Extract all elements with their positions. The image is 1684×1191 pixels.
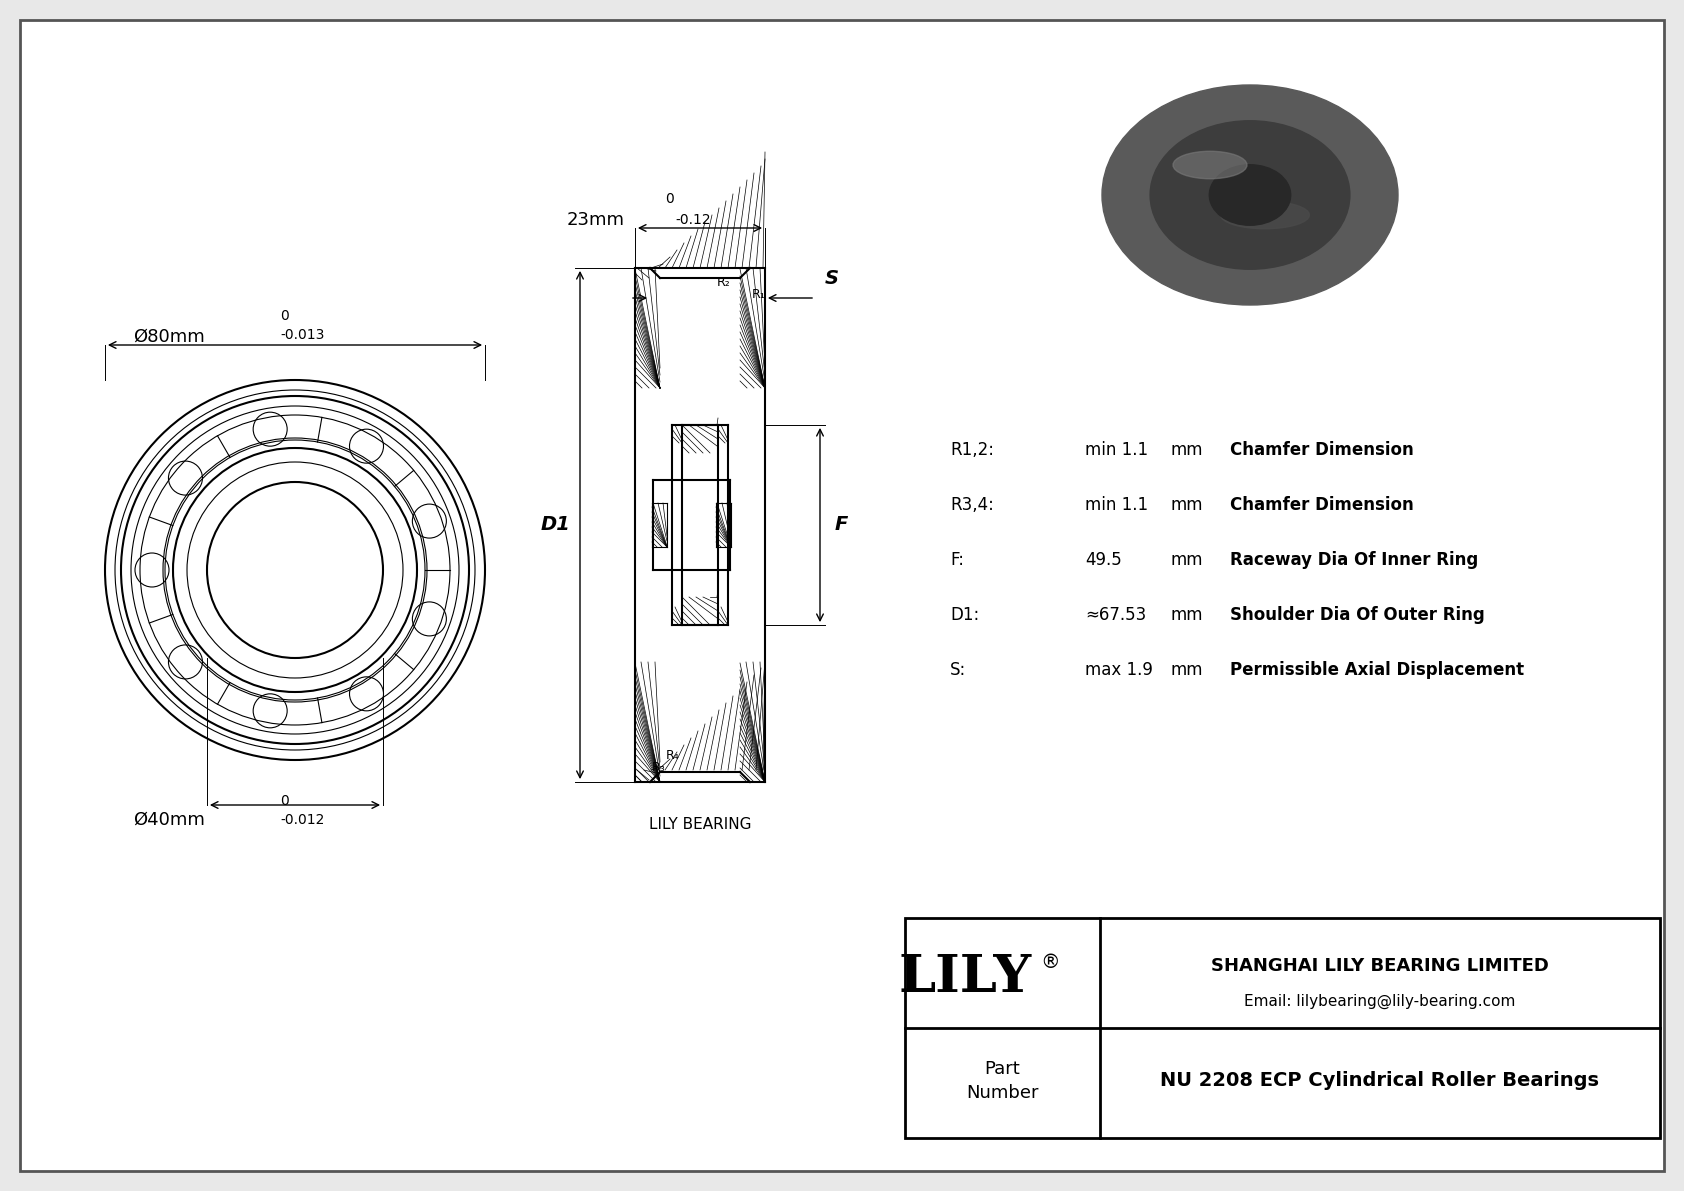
Text: 0: 0: [280, 794, 288, 807]
Ellipse shape: [1174, 151, 1246, 179]
Text: mm: mm: [1170, 606, 1202, 624]
Ellipse shape: [1150, 120, 1351, 269]
Text: 0: 0: [665, 192, 674, 206]
Text: 49.5: 49.5: [1084, 551, 1122, 569]
Text: mm: mm: [1170, 441, 1202, 459]
Text: 0: 0: [280, 308, 288, 323]
Ellipse shape: [1101, 85, 1398, 305]
Ellipse shape: [1209, 164, 1290, 225]
Text: -0.12: -0.12: [675, 213, 711, 227]
Text: max 1.9: max 1.9: [1084, 661, 1154, 679]
Text: ®: ®: [1041, 953, 1059, 972]
Text: min 1.1: min 1.1: [1084, 495, 1148, 515]
Text: Chamfer Dimension: Chamfer Dimension: [1229, 441, 1415, 459]
Text: R₃: R₃: [652, 761, 665, 774]
Text: Ø80mm: Ø80mm: [133, 328, 205, 347]
Text: Raceway Dia Of Inner Ring: Raceway Dia Of Inner Ring: [1229, 551, 1479, 569]
Text: Chamfer Dimension: Chamfer Dimension: [1229, 495, 1415, 515]
Text: mm: mm: [1170, 495, 1202, 515]
Text: Shoulder Dia Of Outer Ring: Shoulder Dia Of Outer Ring: [1229, 606, 1485, 624]
Text: LILY: LILY: [899, 952, 1032, 1003]
Text: ≈67.53: ≈67.53: [1084, 606, 1147, 624]
Text: F: F: [835, 516, 849, 535]
Text: 23mm: 23mm: [568, 211, 625, 229]
Text: R3,4:: R3,4:: [950, 495, 994, 515]
Text: Part
Number: Part Number: [965, 1060, 1039, 1102]
Text: F:: F:: [950, 551, 963, 569]
Text: R₂: R₂: [716, 276, 729, 289]
Text: R₄: R₄: [665, 749, 680, 762]
Text: NU 2208 ECP Cylindrical Roller Bearings: NU 2208 ECP Cylindrical Roller Bearings: [1160, 1071, 1600, 1090]
Text: S:: S:: [950, 661, 967, 679]
Bar: [904, 918, 1660, 1137]
Text: D1: D1: [541, 516, 569, 535]
Text: -0.012: -0.012: [280, 813, 325, 827]
Text: LILY BEARING: LILY BEARING: [648, 817, 751, 833]
Text: -0.013: -0.013: [280, 328, 325, 342]
Text: Email: lilybearing@lily-bearing.com: Email: lilybearing@lily-bearing.com: [1244, 994, 1516, 1009]
Text: D1:: D1:: [950, 606, 980, 624]
Text: R₁: R₁: [753, 288, 766, 301]
Text: mm: mm: [1170, 661, 1202, 679]
Text: SHANGHAI LILY BEARING LIMITED: SHANGHAI LILY BEARING LIMITED: [1211, 958, 1549, 975]
Text: Ø40mm: Ø40mm: [133, 811, 205, 829]
Text: Permissible Axial Displacement: Permissible Axial Displacement: [1229, 661, 1524, 679]
Text: R1,2:: R1,2:: [950, 441, 994, 459]
Text: mm: mm: [1170, 551, 1202, 569]
Text: min 1.1: min 1.1: [1084, 441, 1148, 459]
Ellipse shape: [1221, 201, 1310, 229]
Text: S: S: [825, 268, 839, 287]
